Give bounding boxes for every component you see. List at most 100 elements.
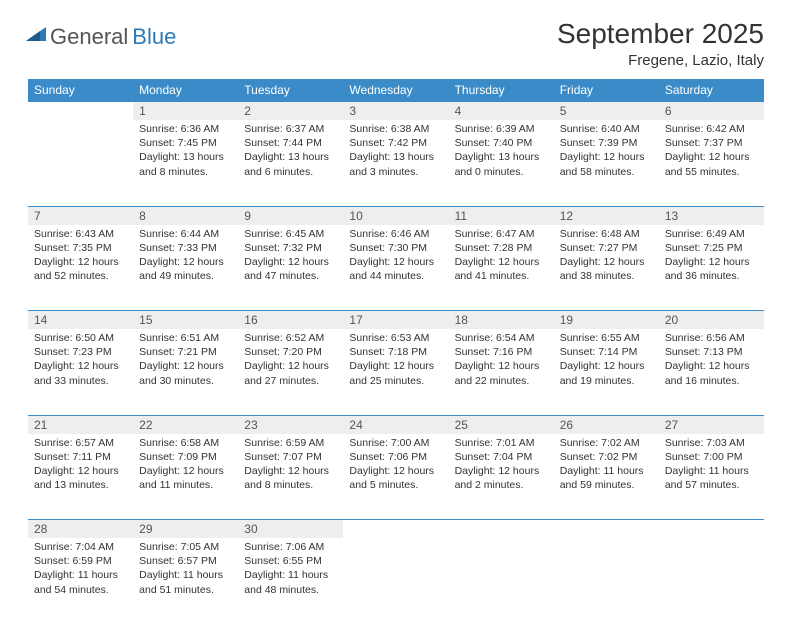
sunset-text: Sunset: 7:23 PM — [34, 345, 127, 359]
sunrise-text: Sunrise: 6:44 AM — [139, 227, 232, 241]
sunset-text: Sunset: 7:45 PM — [139, 136, 232, 150]
weekday-header: Wednesday — [343, 79, 448, 102]
daylight-text: Daylight: 13 hours and 8 minutes. — [139, 150, 232, 178]
sunrise-text: Sunrise: 7:05 AM — [139, 540, 232, 554]
page-title: September 2025 — [557, 18, 764, 50]
weekday-header-row: Sunday Monday Tuesday Wednesday Thursday… — [28, 79, 764, 102]
day-content-cell: Sunrise: 6:49 AMSunset: 7:25 PMDaylight:… — [659, 225, 764, 311]
day-content-cell: Sunrise: 6:53 AMSunset: 7:18 PMDaylight:… — [343, 329, 448, 415]
sunset-text: Sunset: 7:44 PM — [244, 136, 337, 150]
sunset-text: Sunset: 6:57 PM — [139, 554, 232, 568]
daylight-text: Daylight: 11 hours and 59 minutes. — [560, 464, 653, 492]
weekday-header: Sunday — [28, 79, 133, 102]
sunset-text: Sunset: 7:32 PM — [244, 241, 337, 255]
day-content-cell — [554, 538, 659, 624]
day-content-cell: Sunrise: 6:57 AMSunset: 7:11 PMDaylight:… — [28, 434, 133, 520]
day-number-cell — [449, 520, 554, 539]
daylight-text: Daylight: 12 hours and 2 minutes. — [455, 464, 548, 492]
day-content-cell: Sunrise: 7:01 AMSunset: 7:04 PMDaylight:… — [449, 434, 554, 520]
sunrise-text: Sunrise: 6:48 AM — [560, 227, 653, 241]
day-number-cell: 11 — [449, 206, 554, 225]
day-number-cell: 12 — [554, 206, 659, 225]
sunset-text: Sunset: 7:11 PM — [34, 450, 127, 464]
day-content-cell: Sunrise: 6:50 AMSunset: 7:23 PMDaylight:… — [28, 329, 133, 415]
sunrise-text: Sunrise: 6:40 AM — [560, 122, 653, 136]
sunset-text: Sunset: 7:00 PM — [665, 450, 758, 464]
logo: GeneralBlue — [28, 18, 176, 50]
day-number-row: 14151617181920 — [28, 311, 764, 330]
day-content-cell: Sunrise: 6:43 AMSunset: 7:35 PMDaylight:… — [28, 225, 133, 311]
daylight-text: Daylight: 12 hours and 19 minutes. — [560, 359, 653, 387]
daylight-text: Daylight: 12 hours and 36 minutes. — [665, 255, 758, 283]
daylight-text: Daylight: 11 hours and 51 minutes. — [139, 568, 232, 596]
sunrise-text: Sunrise: 6:36 AM — [139, 122, 232, 136]
day-content-cell: Sunrise: 6:37 AMSunset: 7:44 PMDaylight:… — [238, 120, 343, 206]
day-number-cell — [28, 102, 133, 121]
daylight-text: Daylight: 12 hours and 11 minutes. — [139, 464, 232, 492]
sunset-text: Sunset: 7:33 PM — [139, 241, 232, 255]
sunset-text: Sunset: 7:14 PM — [560, 345, 653, 359]
day-number-cell: 3 — [343, 102, 448, 121]
daylight-text: Daylight: 11 hours and 54 minutes. — [34, 568, 127, 596]
daylight-text: Daylight: 12 hours and 38 minutes. — [560, 255, 653, 283]
day-content-cell: Sunrise: 6:38 AMSunset: 7:42 PMDaylight:… — [343, 120, 448, 206]
day-number-cell: 6 — [659, 102, 764, 121]
day-content-cell — [449, 538, 554, 624]
sunrise-text: Sunrise: 6:57 AM — [34, 436, 127, 450]
day-content-cell: Sunrise: 6:40 AMSunset: 7:39 PMDaylight:… — [554, 120, 659, 206]
sunset-text: Sunset: 7:20 PM — [244, 345, 337, 359]
day-content-row: Sunrise: 6:50 AMSunset: 7:23 PMDaylight:… — [28, 329, 764, 415]
weekday-header: Monday — [133, 79, 238, 102]
daylight-text: Daylight: 13 hours and 6 minutes. — [244, 150, 337, 178]
title-block: September 2025 Fregene, Lazio, Italy — [557, 18, 764, 69]
daylight-text: Daylight: 13 hours and 0 minutes. — [455, 150, 548, 178]
sunrise-text: Sunrise: 6:51 AM — [139, 331, 232, 345]
day-content-cell: Sunrise: 6:46 AMSunset: 7:30 PMDaylight:… — [343, 225, 448, 311]
day-number-cell: 8 — [133, 206, 238, 225]
day-number-cell: 21 — [28, 415, 133, 434]
day-number-cell: 2 — [238, 102, 343, 121]
day-number-cell — [343, 520, 448, 539]
day-content-row: Sunrise: 6:57 AMSunset: 7:11 PMDaylight:… — [28, 434, 764, 520]
day-number-cell — [659, 520, 764, 539]
sunrise-text: Sunrise: 6:39 AM — [455, 122, 548, 136]
logo-text-1: General — [50, 24, 128, 50]
day-content-cell: Sunrise: 6:47 AMSunset: 7:28 PMDaylight:… — [449, 225, 554, 311]
sunrise-text: Sunrise: 6:55 AM — [560, 331, 653, 345]
sunset-text: Sunset: 7:09 PM — [139, 450, 232, 464]
day-number-cell: 16 — [238, 311, 343, 330]
day-number-cell: 24 — [343, 415, 448, 434]
sunrise-text: Sunrise: 6:38 AM — [349, 122, 442, 136]
daylight-text: Daylight: 12 hours and 13 minutes. — [34, 464, 127, 492]
daylight-text: Daylight: 11 hours and 48 minutes. — [244, 568, 337, 596]
sunset-text: Sunset: 6:55 PM — [244, 554, 337, 568]
sunrise-text: Sunrise: 6:58 AM — [139, 436, 232, 450]
sunrise-text: Sunrise: 6:53 AM — [349, 331, 442, 345]
day-content-cell: Sunrise: 6:56 AMSunset: 7:13 PMDaylight:… — [659, 329, 764, 415]
day-number-cell: 29 — [133, 520, 238, 539]
day-number-cell: 15 — [133, 311, 238, 330]
day-content-cell: Sunrise: 7:06 AMSunset: 6:55 PMDaylight:… — [238, 538, 343, 624]
daylight-text: Daylight: 13 hours and 3 minutes. — [349, 150, 442, 178]
sunrise-text: Sunrise: 6:56 AM — [665, 331, 758, 345]
day-content-cell: Sunrise: 6:54 AMSunset: 7:16 PMDaylight:… — [449, 329, 554, 415]
header: GeneralBlue September 2025 Fregene, Lazi… — [28, 18, 764, 69]
day-number-cell: 13 — [659, 206, 764, 225]
daylight-text: Daylight: 12 hours and 33 minutes. — [34, 359, 127, 387]
day-content-cell — [28, 120, 133, 206]
weekday-header: Thursday — [449, 79, 554, 102]
sunset-text: Sunset: 7:25 PM — [665, 241, 758, 255]
day-number-cell: 19 — [554, 311, 659, 330]
sunrise-text: Sunrise: 6:54 AM — [455, 331, 548, 345]
day-content-cell: Sunrise: 7:04 AMSunset: 6:59 PMDaylight:… — [28, 538, 133, 624]
daylight-text: Daylight: 12 hours and 22 minutes. — [455, 359, 548, 387]
day-number-cell: 9 — [238, 206, 343, 225]
day-content-row: Sunrise: 7:04 AMSunset: 6:59 PMDaylight:… — [28, 538, 764, 624]
logo-icon — [28, 28, 46, 46]
sunrise-text: Sunrise: 7:04 AM — [34, 540, 127, 554]
day-number-cell: 17 — [343, 311, 448, 330]
sunrise-text: Sunrise: 7:02 AM — [560, 436, 653, 450]
daylight-text: Daylight: 11 hours and 57 minutes. — [665, 464, 758, 492]
sunset-text: Sunset: 7:18 PM — [349, 345, 442, 359]
day-content-row: Sunrise: 6:43 AMSunset: 7:35 PMDaylight:… — [28, 225, 764, 311]
